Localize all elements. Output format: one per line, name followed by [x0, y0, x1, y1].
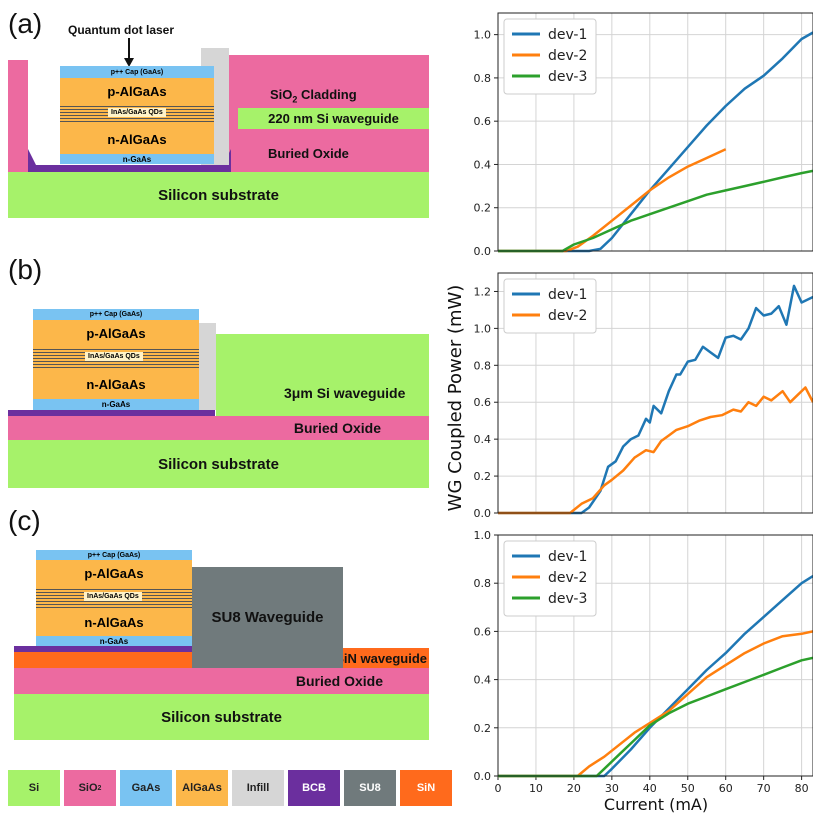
y-tick-label: 0.4 — [474, 433, 492, 446]
cap-layer: p++ Cap (GaAs) — [36, 550, 192, 560]
y-tick-label: 0.0 — [474, 507, 492, 520]
series-line-dev-2 — [498, 148, 727, 253]
legend-gaas: GaAs — [120, 770, 172, 806]
y-tick-label: 0.8 — [474, 577, 492, 590]
bcb-layer-a — [28, 149, 231, 172]
x-tick-label: 20 — [567, 782, 581, 795]
legend-label-dev-1: dev-1 — [548, 287, 587, 303]
legend-label-dev-2: dev-2 — [548, 48, 587, 64]
legend-label-dev-3: dev-3 — [548, 69, 587, 85]
y-tick-label: 0.2 — [474, 722, 492, 735]
series-line-dev-3 — [498, 169, 813, 253]
panel-a-label: (a) — [8, 8, 43, 39]
laser-stack-b: p++ Cap (GaAs) p-AlGaAs InAs/GaAs QDs n-… — [33, 309, 199, 410]
x-tick-label: 40 — [643, 782, 657, 795]
n-algaas-layer: n-AlGaAs — [33, 369, 199, 399]
n-gaas-layer: n-GaAs — [33, 399, 199, 410]
p-algaas-layer: p-AlGaAs — [36, 560, 192, 587]
p-algaas-layer: p-AlGaAs — [60, 78, 214, 104]
legend-algaas: AlGaAs — [176, 770, 228, 806]
legend-su8: SU8 — [344, 770, 396, 806]
panel-c-label: (c) — [8, 505, 41, 536]
qd-layer: InAs/GaAs QDs — [36, 587, 192, 609]
substrate-label: Silicon substrate — [158, 186, 279, 204]
laser-title: Quantum dot laser — [68, 23, 175, 37]
y-tick-label: 1.2 — [474, 285, 492, 298]
bcb-layer-c — [14, 646, 192, 652]
y-tick-label: 0.8 — [474, 72, 492, 85]
x-tick-label: 30 — [605, 782, 619, 795]
infill-b — [199, 323, 216, 410]
si-waveguide-220: 220 nm Si waveguide — [238, 108, 429, 129]
x-tick-label: 80 — [795, 782, 809, 795]
y-tick-label: 0.4 — [474, 158, 492, 171]
sin-layer-left — [14, 652, 192, 668]
buried-oxide-label-a: Buried Oxide — [268, 146, 349, 161]
qd-layer: InAs/GaAs QDs — [60, 104, 214, 124]
cladding-label: SiO2 Cladding — [270, 87, 357, 105]
y-tick-label: 0.4 — [474, 674, 492, 687]
y-tick-label: 1.0 — [474, 529, 492, 542]
p-algaas-layer: p-AlGaAs — [33, 320, 199, 347]
silicon-substrate: Silicon substrate — [8, 172, 429, 218]
legend-label-dev-3: dev-3 — [548, 591, 587, 607]
n-gaas-layer: n-GaAs — [36, 636, 192, 646]
series-line-dev-1 — [498, 574, 813, 778]
shared-x-axis-label: Current (mA) — [604, 795, 708, 813]
panel-b-label: (b) — [8, 254, 43, 285]
series-line-dev-1 — [498, 31, 813, 253]
laser-stack-a: p++ Cap (GaAs) p-AlGaAs InAs/GaAs QDs n-… — [60, 66, 214, 164]
y-tick-label: 0.2 — [474, 202, 492, 215]
legend-label-dev-1: dev-1 — [548, 27, 587, 43]
su8-waveguide: SU8 Waveguide — [192, 567, 343, 668]
series-line-dev-1 — [498, 284, 813, 515]
y-tick-label: 0.6 — [474, 115, 492, 128]
laser-stack-c: p++ Cap (GaAs) p-AlGaAs InAs/GaAs QDs n-… — [36, 550, 192, 646]
plot-0-border — [497, 12, 813, 252]
down-arrow-icon — [124, 38, 134, 67]
legend-label-dev-1: dev-1 — [548, 549, 587, 565]
y-tick-label: 0.6 — [474, 396, 492, 409]
y-tick-label: 0.6 — [474, 625, 492, 638]
series-line-dev-2 — [498, 630, 813, 778]
n-gaas-layer: n-GaAs — [60, 154, 214, 164]
x-tick-label: 70 — [757, 782, 771, 795]
legend-label-dev-2: dev-2 — [548, 570, 587, 586]
x-tick-label: 10 — [529, 782, 543, 795]
legend-si: Si — [8, 770, 60, 806]
x-tick-label: 60 — [719, 782, 733, 795]
legend-sio2: SiO 2 — [64, 770, 116, 806]
x-tick-label: 50 — [681, 782, 695, 795]
waveguide-label-b: 3μm Si waveguide — [284, 385, 406, 401]
y-tick-label: 0.0 — [474, 245, 492, 258]
shared-y-axis-label: WG Coupled Power (mW) — [445, 285, 466, 512]
silicon-substrate-c: Silicon substrate — [14, 694, 429, 740]
y-tick-label: 0.2 — [474, 470, 492, 483]
y-tick-label: 1.0 — [474, 29, 492, 42]
legend-infill: Infill — [232, 770, 284, 806]
buried-oxide-c: Buried Oxide — [14, 668, 429, 694]
series-line-dev-3 — [498, 656, 813, 778]
si-waveguide-3um — [216, 334, 429, 416]
bcb-layer-b — [8, 410, 215, 416]
series-line-dev-2 — [498, 386, 813, 515]
y-tick-label: 1.0 — [474, 322, 492, 335]
plot-1-border — [497, 272, 813, 514]
cap-layer: p++ Cap (GaAs) — [60, 66, 214, 78]
plot-2-border — [497, 534, 813, 777]
y-tick-label: 0.0 — [474, 770, 492, 783]
legend-label-dev-2: dev-2 — [548, 308, 587, 324]
n-algaas-layer: n-AlGaAs — [60, 124, 214, 154]
legend-sin: SiN — [400, 770, 452, 806]
qd-layer: InAs/GaAs QDs — [33, 347, 199, 369]
n-algaas-layer: n-AlGaAs — [36, 609, 192, 636]
y-tick-label: 0.8 — [474, 359, 492, 372]
legend-bcb: BCB — [288, 770, 340, 806]
x-tick-label: 0 — [495, 782, 502, 795]
buried-oxide-b: Buried Oxide — [8, 416, 429, 440]
oxide-left — [8, 60, 28, 172]
silicon-substrate-b: Silicon substrate — [8, 440, 429, 488]
cap-layer: p++ Cap (GaAs) — [33, 309, 199, 320]
